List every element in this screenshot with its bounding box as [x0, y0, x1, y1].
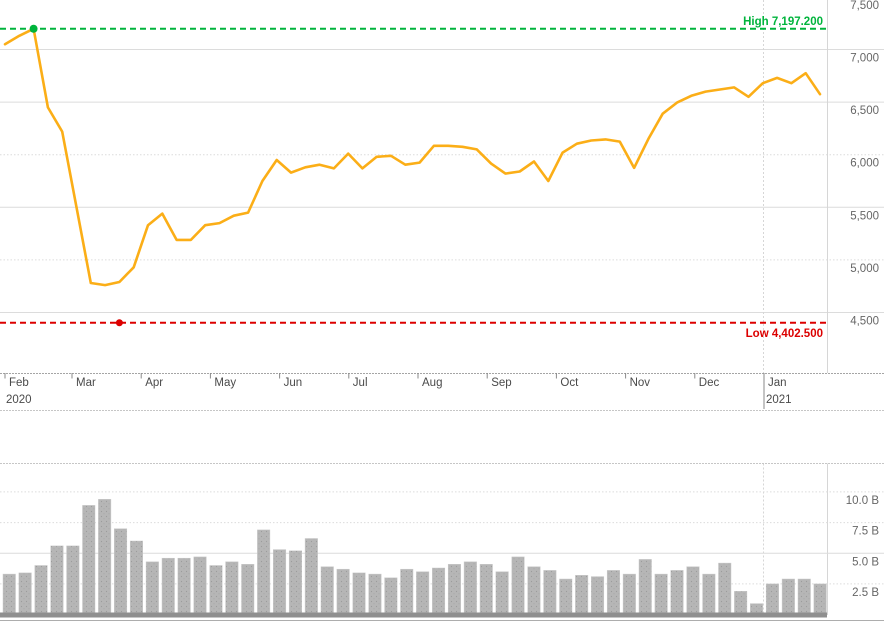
marker-dot	[29, 24, 38, 33]
volume-bar	[591, 576, 605, 616]
month-label: Apr	[145, 377, 163, 389]
volume-bar	[225, 561, 239, 616]
volume-bar	[606, 570, 620, 616]
year-label-2021: 2021	[766, 394, 792, 406]
y-axis-label: 7,000	[850, 53, 879, 65]
volume-bar	[765, 583, 779, 616]
volume-bar	[34, 565, 48, 616]
volume-bar	[114, 528, 128, 616]
volume-bar	[781, 578, 795, 616]
time-axis: Feb Mar Apr May Jun Jul Aug Sep Oct Nov Dec Jan	[0, 373, 884, 411]
volume-bar	[336, 568, 350, 616]
year-label-2020: 2020	[6, 394, 32, 406]
volume-axis-label: 2.5 B	[852, 587, 879, 599]
volume-bar	[66, 545, 80, 616]
volume-bar	[241, 564, 255, 616]
y-axis-label: 5,500	[850, 210, 879, 222]
month-label: Mar	[76, 377, 96, 389]
volume-bar	[50, 545, 64, 616]
volume-bar	[129, 540, 143, 616]
low-label: Low 4,402.500	[746, 328, 823, 340]
volume-bar	[82, 505, 96, 616]
month-label: Nov	[630, 377, 651, 389]
marker-dot	[115, 319, 123, 327]
y-axis-label: 7,500	[850, 0, 879, 12]
volume-bars	[0, 499, 884, 621]
y-axis-label: 6,000	[850, 158, 879, 170]
price-line-series	[3, 27, 822, 287]
volume-bar	[288, 550, 302, 616]
month-label: Oct	[560, 377, 579, 389]
y-axis-label: 4,500	[850, 316, 879, 328]
high-label: High 7,197.200	[743, 16, 823, 28]
volume-bar	[98, 499, 112, 616]
volume-bar	[209, 565, 223, 616]
volume-bar	[638, 559, 652, 616]
volume-bar	[654, 573, 668, 616]
month-label: Sep	[491, 377, 511, 389]
volume-bar	[686, 566, 700, 616]
volume-axis-label: 10.0 B	[846, 495, 880, 507]
volume-bar	[670, 570, 684, 616]
vertical-guides	[763, 0, 828, 615]
month-label: Dec	[699, 377, 720, 389]
volume-bar	[463, 561, 477, 616]
volume-bar	[447, 564, 461, 616]
volume-bar	[543, 570, 557, 616]
volume-bar	[622, 573, 636, 616]
volume-bar	[432, 567, 446, 616]
volume-bar	[384, 577, 398, 616]
price-axis-labels: 7,500 7,000 6,500 6,000 5,500 5,000 4,500	[850, 0, 879, 328]
low-annotation	[0, 319, 827, 327]
month-label: May	[214, 377, 236, 389]
volume-bar	[257, 529, 271, 616]
volume-bar	[734, 591, 748, 616]
volume-bar	[527, 566, 541, 616]
volume-bar	[177, 557, 191, 616]
y-axis-label: 5,000	[850, 263, 879, 275]
volume-bar	[813, 583, 827, 616]
volume-bar	[2, 573, 16, 616]
month-label: Aug	[422, 377, 442, 389]
price-line	[3, 27, 822, 287]
volume-bar	[479, 564, 493, 616]
volume-bar	[193, 556, 207, 616]
volume-bar	[161, 557, 175, 616]
price-gridlines	[0, 49, 884, 313]
month-label: Jun	[284, 377, 303, 389]
volume-bar	[797, 578, 811, 616]
volume-bar	[368, 573, 382, 616]
volume-bar	[511, 556, 525, 616]
month-label: Jan	[768, 377, 787, 389]
volume-axis-labels: 10.0 B 7.5 B 5.0 B 2.5 B	[846, 495, 880, 599]
month-label: Feb	[9, 377, 29, 389]
volume-bar	[575, 575, 589, 616]
volume-bar	[416, 571, 430, 616]
volume-bar	[320, 566, 334, 616]
volume-bar	[304, 538, 318, 616]
y-axis-label: 6,500	[850, 105, 879, 117]
high-annotation	[0, 24, 827, 33]
volume-bar	[495, 571, 509, 616]
volume-bar	[559, 578, 573, 616]
volume-bar	[400, 568, 414, 616]
month-label: Jul	[353, 377, 368, 389]
volume-bar	[352, 572, 366, 616]
volume-axis-label: 5.0 B	[852, 556, 879, 568]
volume-bar	[718, 562, 732, 616]
volume-bar	[18, 572, 32, 616]
volume-bar	[702, 573, 716, 616]
volume-bar	[273, 549, 287, 616]
volume-bar	[145, 561, 159, 616]
volume-axis-label: 7.5 B	[852, 526, 879, 538]
volume-baseline-strip	[0, 612, 827, 618]
